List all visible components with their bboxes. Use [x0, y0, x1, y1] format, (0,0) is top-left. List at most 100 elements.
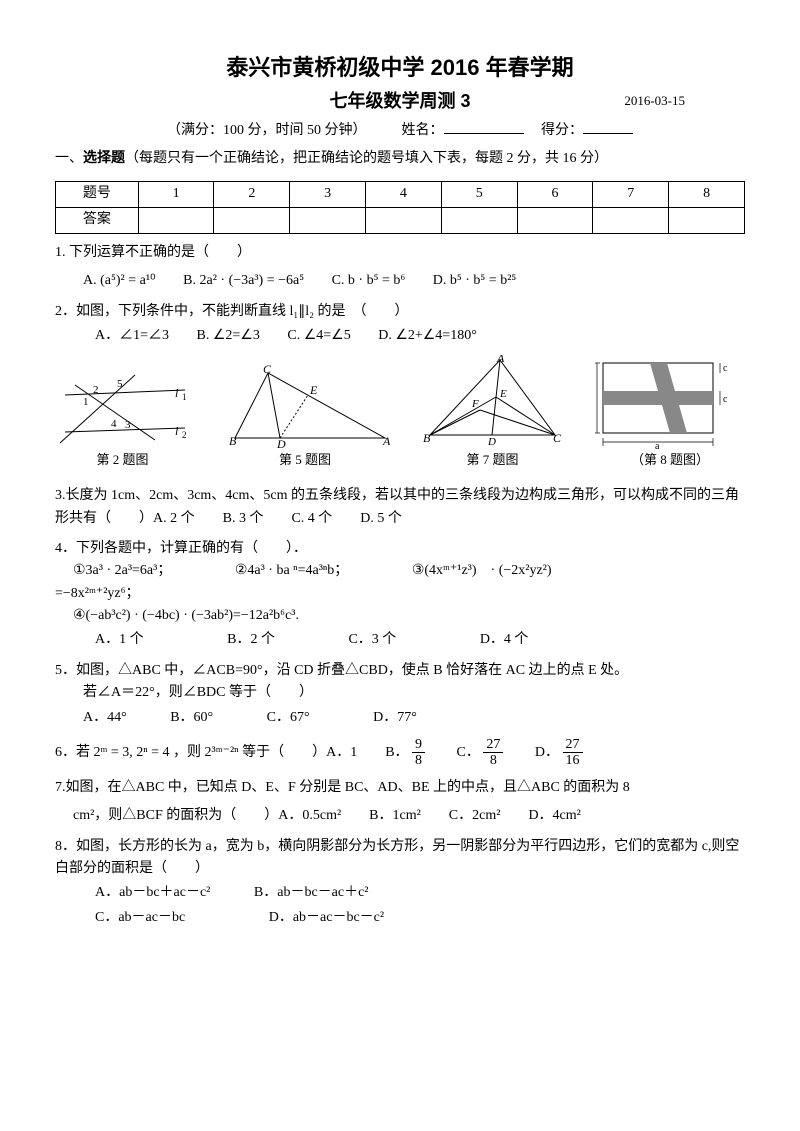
fig5-svg: C B D E A: [220, 365, 390, 450]
q1-b: B. 2a² · (−3a³) = −6a⁵: [183, 273, 304, 288]
svg-text:E: E: [309, 383, 318, 397]
section-prefix: 一、: [55, 151, 83, 166]
figure-q2: 5 2 1 4 3 l1 l2 第 2 题图: [55, 365, 190, 471]
section-desc: （每题只有一个正确结论，把正确结论的题号填入下表，每题 2 分，共 16 分）: [125, 151, 608, 166]
col-num: 8: [669, 181, 745, 207]
col-num: 1: [138, 181, 214, 207]
svg-text:D: D: [276, 437, 286, 450]
q5-c: C．67°: [267, 710, 310, 725]
exam-date: 2016-03-15: [624, 91, 685, 112]
q7-text: 7.如图，在△ABC 中，已知点 D、E、F 分别是 BC、AD、BE 上的中点…: [55, 780, 630, 795]
q4-i3: ③(4xᵐ⁺¹z³) · (−2x²yz²): [412, 563, 552, 578]
question-8: 8．如图，长方形的长为 a，宽为 b，横向阴影部分为长方形，另一阴影部分为平行四…: [55, 836, 745, 930]
q4-items: ①3a³ · 2a³=6a³； ②4a³ · ba ⁿ=4a³ⁿb； ③(4xᵐ…: [73, 560, 745, 582]
col-num: 7: [593, 181, 669, 207]
answer-cell: [669, 207, 745, 233]
q4-d: D．4 个: [480, 632, 529, 647]
score-blank: [583, 120, 633, 134]
svg-text:1: 1: [83, 396, 89, 408]
svg-text:l: l: [175, 424, 179, 438]
q8-d: D．ab－ac－bc－c²: [269, 910, 384, 925]
name-label: 姓名：: [402, 123, 444, 138]
svg-text:A: A: [496, 355, 505, 365]
answer-cell: [593, 207, 669, 233]
svg-text:D: D: [487, 436, 496, 448]
svg-text:a: a: [655, 441, 660, 450]
col-num: 6: [517, 181, 593, 207]
col-num: 4: [366, 181, 442, 207]
question-7: 7.如图，在△ABC 中，已知点 D、E、F 分别是 BC、AD、BE 上的中点…: [55, 777, 745, 828]
q1-text: 1. 下列运算不正确的是（ ）: [55, 245, 251, 260]
q8-a: A．ab－bc＋ac－c²: [95, 885, 210, 900]
q6-frac-b: 98: [412, 737, 425, 769]
answer-table: 题号 1 2 3 4 5 6 7 8 答案: [55, 181, 745, 234]
q8-b: B．ab－bc－ac＋c²: [254, 885, 369, 900]
svg-text:3: 3: [125, 419, 131, 431]
svg-text:c: c: [723, 394, 728, 405]
svg-text:1: 1: [182, 392, 187, 402]
q5-b: B．60°: [170, 710, 213, 725]
title-line-1: 泰兴市黄桥初级中学 2016 年春学期: [55, 50, 745, 85]
q4-i2: ②4a³ · ba ⁿ=4a³ⁿb；: [235, 563, 348, 578]
table-row: 答案: [56, 207, 745, 233]
q4-a: A．1 个: [95, 632, 144, 647]
answer-cell: [366, 207, 442, 233]
figures-row: 5 2 1 4 3 l1 l2 第 2 题图 C B D E A 第 5: [55, 355, 745, 471]
svg-text:2: 2: [93, 384, 99, 396]
fig2-svg: 5 2 1 4 3 l1 l2: [55, 365, 190, 450]
q4-i3b: =−8x²ᵐ⁺²yz⁶；: [55, 583, 745, 605]
question-5: 5．如图，△ABC 中，∠ACB=90°，沿 CD 折叠△CBD，使点 B 恰好…: [55, 660, 745, 729]
svg-text:l: l: [175, 386, 179, 400]
q1-c: C. b · b⁵ = b⁶: [332, 273, 406, 288]
svg-text:B: B: [229, 434, 237, 448]
answer-cell: [138, 207, 214, 233]
svg-text:E: E: [499, 388, 507, 400]
col-num: 5: [441, 181, 517, 207]
q4-i4: ④(−ab³c²) · (−4bc) · (−3ab²)=−12a²b⁶c³.: [73, 608, 299, 623]
q2-b: B. ∠2=∠3: [197, 328, 260, 343]
q6-midc: C．: [429, 745, 480, 760]
q1-d: D. b⁵ · b⁵ = b²⁵: [433, 273, 517, 288]
q1-a: A. (a⁵)² = a¹⁰: [83, 273, 156, 288]
svg-text:C: C: [263, 365, 272, 376]
row-label: 题号: [56, 181, 139, 207]
q6-frac-c: 278: [483, 737, 503, 769]
section-1-title: 一、选择题（每题只有一个正确结论，把正确结论的题号填入下表，每题 2 分，共 1…: [55, 148, 745, 170]
svg-text:C: C: [553, 431, 562, 445]
q8-c: C．ab－ac－bc: [95, 910, 185, 925]
q5-d: D．77°: [373, 710, 417, 725]
table-row: 题号 1 2 3 4 5 6 7 8: [56, 181, 745, 207]
svg-text:B: B: [423, 431, 431, 445]
col-num: 2: [214, 181, 290, 207]
fig5-caption: 第 5 题图: [220, 450, 390, 471]
q7-line2: cm²，则△BCF 的面积为（ ）A．0.5cm² B．1cm² C．2cm² …: [73, 808, 581, 823]
question-6: 6．若 2ᵐ = 3, 2ⁿ = 4 ，则 2³ᵐ⁻²ⁿ 等于（ ）A．1 B．…: [55, 737, 745, 769]
fig7-caption: 第 7 题图: [420, 450, 565, 471]
q4-b: B．2 个: [227, 632, 275, 647]
fig8-svg: a b c c: [595, 355, 745, 450]
q4-text: 4．下列各题中，计算正确的有（ ）．: [55, 541, 307, 556]
answer-cell: [517, 207, 593, 233]
q2-d: D. ∠2+∠4=180°: [378, 328, 477, 343]
svg-text:F: F: [471, 398, 479, 410]
q6-frac-d: 2716: [563, 737, 583, 769]
question-1: 1. 下列运算不正确的是（ ） A. (a⁵)² = a¹⁰ B. 2a² · …: [55, 242, 745, 293]
question-2: 2．如图，下列条件中，不能判断直线 l₁∥l₂ 的是 （ ） A．∠1=∠3 B…: [55, 301, 745, 348]
q6-midd: D．: [507, 745, 559, 760]
q5-text: 5．如图，△ABC 中，∠ACB=90°，沿 CD 折叠△CBD，使点 B 恰好…: [55, 663, 628, 678]
info-full: （满分：100 分，时间 50 分钟）: [167, 123, 367, 138]
svg-text:4: 4: [111, 418, 117, 430]
q2-text: 2．如图，下列条件中，不能判断直线 l₁∥l₂ 的是 （ ）: [55, 304, 409, 319]
fig2-caption: 第 2 题图: [55, 450, 190, 471]
q4-c: C．3 个: [348, 632, 396, 647]
name-blank: [444, 120, 524, 134]
q5-line2: 若∠A＝22°，则∠BDC 等于（ ）: [83, 682, 745, 704]
q2-c: C. ∠4=∠5: [287, 328, 350, 343]
svg-text:A: A: [382, 434, 390, 448]
answer-cell: [441, 207, 517, 233]
score-label: 得分：: [541, 123, 583, 138]
q2-a: A．∠1=∠3: [95, 328, 169, 343]
answer-cell: [290, 207, 366, 233]
page-container: 泰兴市黄桥初级中学 2016 年春学期 七年级数学周测 3 2016-03-15…: [55, 50, 745, 929]
answer-cell: [214, 207, 290, 233]
